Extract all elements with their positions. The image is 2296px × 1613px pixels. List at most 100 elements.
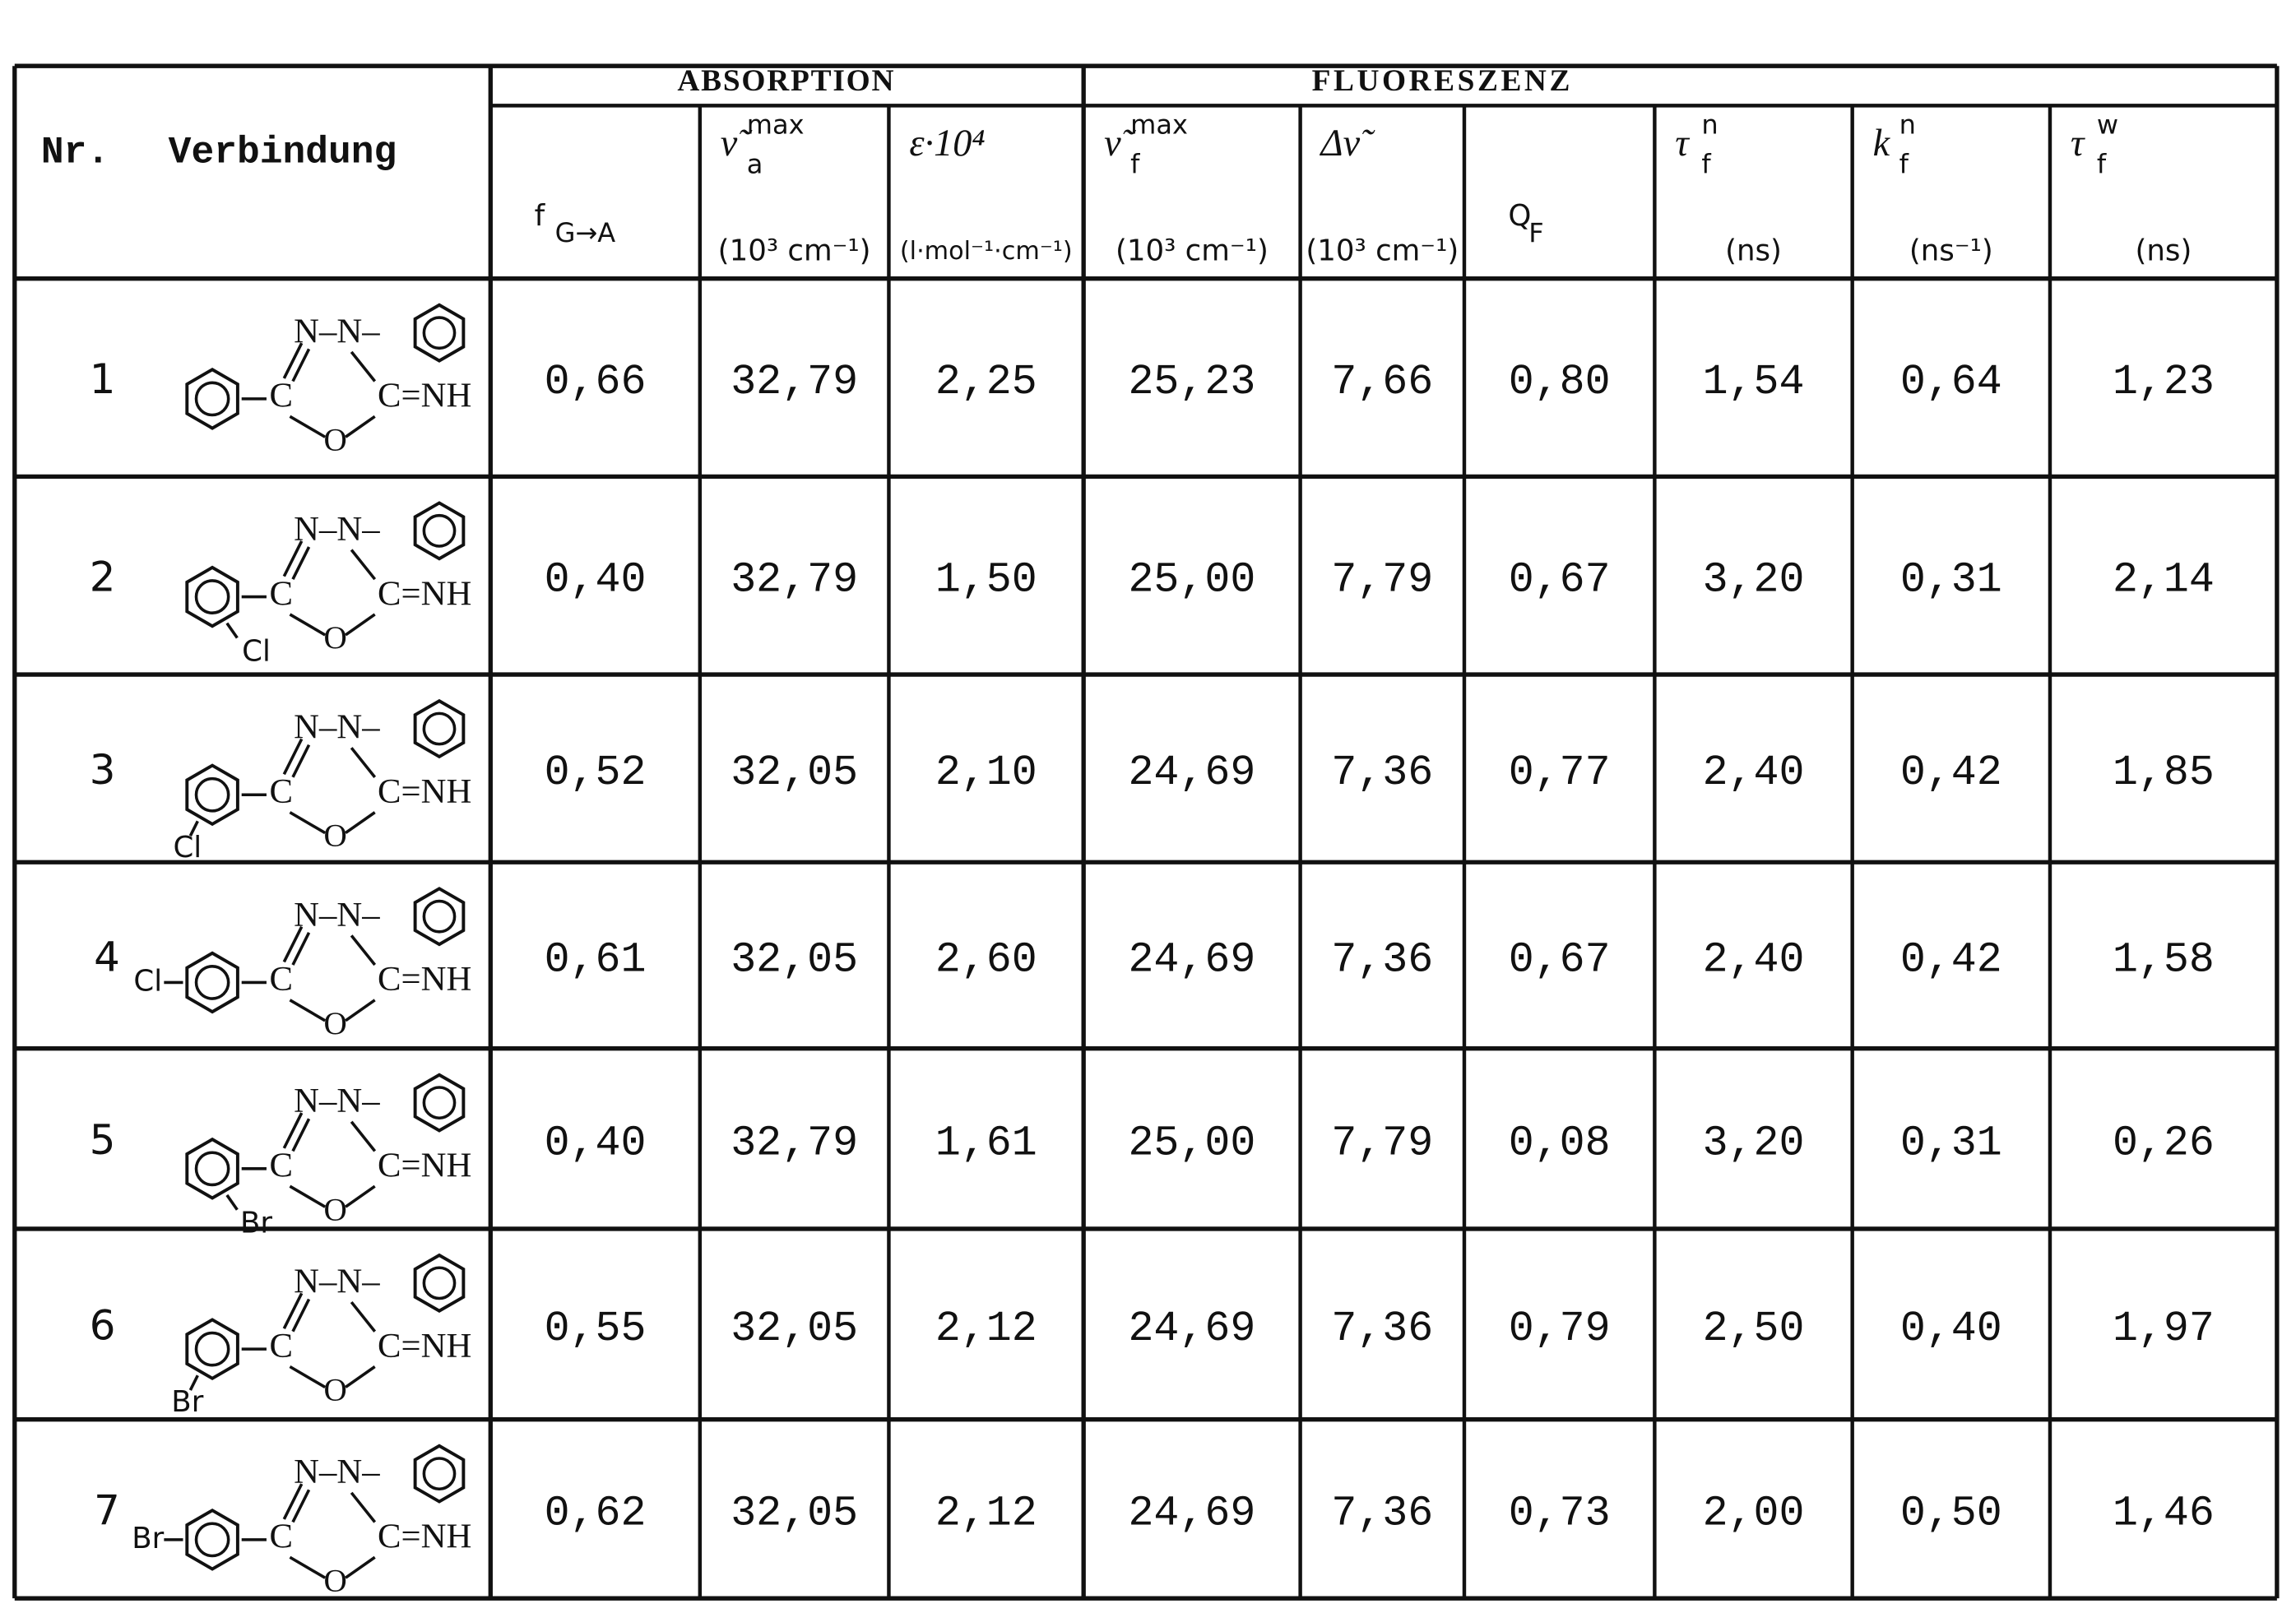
column-unit: (10³ cm⁻¹): [1306, 234, 1459, 268]
substituent: Br: [171, 1385, 203, 1419]
rule: [345, 1184, 376, 1208]
cell-value: 0,42: [1900, 749, 2002, 797]
rule: [289, 999, 327, 1022]
cell-value: 0,42: [1900, 935, 2002, 984]
cell-value: 0,31: [1900, 1119, 2002, 1167]
rule: [289, 1365, 327, 1388]
cell-value: 0,73: [1509, 1489, 1611, 1537]
atom-label: O: [323, 422, 346, 457]
cell-value: 7,36: [1331, 749, 1433, 797]
cell-value: 32,05: [731, 935, 858, 984]
cell-value: 2,14: [2113, 556, 2215, 605]
cell-value: 1,23: [2113, 358, 2215, 406]
benzene-ring: [185, 951, 239, 1014]
rule: [345, 1365, 376, 1388]
cell-value: 25,00: [1128, 1119, 1255, 1167]
benzene-ring: [185, 367, 239, 430]
row-number: 5: [90, 1116, 116, 1164]
group-header: FLUORESZENZ: [1312, 64, 1573, 98]
benzene-ring: [185, 1318, 239, 1381]
rule: [350, 934, 377, 966]
rule: [289, 1184, 327, 1208]
cell-value: 24,69: [1128, 1489, 1255, 1537]
rule: [291, 1298, 311, 1333]
benzene-circle: [422, 513, 457, 548]
cell-value: 0,40: [545, 1119, 647, 1167]
cell-value: 2,25: [935, 358, 1037, 406]
benzene-ring: [413, 698, 466, 759]
rule: [345, 1555, 376, 1579]
rule: [345, 811, 376, 835]
cell-value: 3,20: [1703, 556, 1805, 605]
column-symbol: Q: [1508, 199, 1531, 233]
substituent: Br: [240, 1207, 272, 1240]
cell-value: 7,79: [1331, 1119, 1433, 1167]
atom-label: N–N–: [294, 312, 380, 350]
rule: [291, 1118, 311, 1152]
cell-value: 0,66: [545, 358, 647, 406]
rule: [289, 415, 327, 438]
atom-label: C: [270, 960, 293, 999]
atom-label: O: [323, 620, 346, 656]
atom-label: N–N–: [294, 1453, 380, 1491]
column-unit: (10³ cm⁻¹): [1116, 234, 1269, 268]
cell-value: 1,50: [935, 556, 1037, 605]
rule: [350, 1120, 377, 1152]
benzene-ring: [185, 1508, 239, 1571]
column-symbol: τ: [2071, 123, 2085, 165]
benzene-ring: [413, 303, 466, 363]
row-number: 6: [90, 1302, 116, 1350]
column-sub: f: [1130, 148, 1140, 179]
column-sup: max: [747, 109, 805, 140]
substituent: Br: [132, 1522, 164, 1555]
row-number: 7: [94, 1486, 120, 1534]
group-header: ABSORPTION: [677, 64, 895, 98]
cell-value: 0,79: [1509, 1305, 1611, 1353]
cell-value: 0,62: [545, 1489, 647, 1537]
atom-label: O: [323, 1192, 346, 1227]
cell-value: 0,67: [1509, 556, 1611, 605]
rule: [291, 348, 311, 382]
benzene-circle: [194, 381, 230, 417]
cell-value: 2,10: [935, 749, 1037, 797]
atom-label: C=NH: [378, 960, 471, 999]
benzene-circle: [194, 776, 230, 813]
cell-value: 7,79: [1331, 556, 1433, 605]
benzene-ring: [413, 1073, 466, 1133]
rule: [188, 820, 199, 837]
cell-value: 1,97: [2113, 1305, 2215, 1353]
benzene-circle: [194, 579, 230, 614]
cell-value: 32,79: [731, 556, 858, 605]
substituent: Cl: [173, 831, 202, 864]
benzene-circle: [194, 1331, 230, 1367]
cell-value: 25,00: [1128, 556, 1255, 605]
column-symbol: f: [535, 199, 546, 233]
cell-value: 1,54: [1703, 358, 1805, 406]
cell-value: 24,69: [1128, 935, 1255, 984]
atom-label: C: [270, 574, 293, 613]
rule: [345, 999, 376, 1022]
benzene-circle: [194, 965, 230, 1000]
cell-value: 0,08: [1509, 1119, 1611, 1167]
column-sub: F: [1528, 217, 1543, 248]
benzene-circle: [422, 1086, 457, 1120]
rule: [289, 1555, 327, 1579]
cell-value: 0,67: [1509, 935, 1611, 984]
benzene-circle: [422, 711, 457, 746]
cell-value: 32,05: [731, 749, 858, 797]
cell-value: 2,40: [1703, 935, 1805, 984]
cell-value: 0,80: [1509, 358, 1611, 406]
column-unit: (l·mol⁻¹·cm⁻¹): [900, 237, 1073, 266]
rule: [282, 1112, 304, 1149]
benzene-circle: [194, 1522, 230, 1558]
atom-label: C=NH: [378, 574, 471, 613]
column-unit: (ns): [1725, 234, 1782, 268]
column-symbol: ε·10⁴: [909, 123, 985, 165]
benzene-circle: [422, 316, 457, 350]
cell-value: 2,12: [935, 1489, 1037, 1537]
rule: [282, 540, 304, 577]
rule: [289, 811, 327, 835]
column-symbol: τ: [1675, 123, 1690, 165]
cell-value: 2,60: [935, 935, 1037, 984]
